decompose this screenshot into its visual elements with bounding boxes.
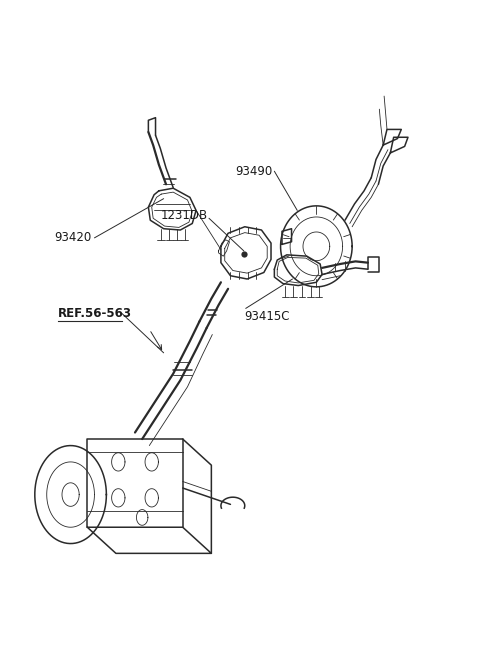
Text: 93490: 93490 [235, 165, 273, 178]
Text: 93420: 93420 [54, 232, 91, 244]
Text: 1231DB: 1231DB [160, 209, 207, 222]
Text: 93415C: 93415C [244, 310, 289, 323]
Text: REF.56-563: REF.56-563 [58, 307, 132, 320]
